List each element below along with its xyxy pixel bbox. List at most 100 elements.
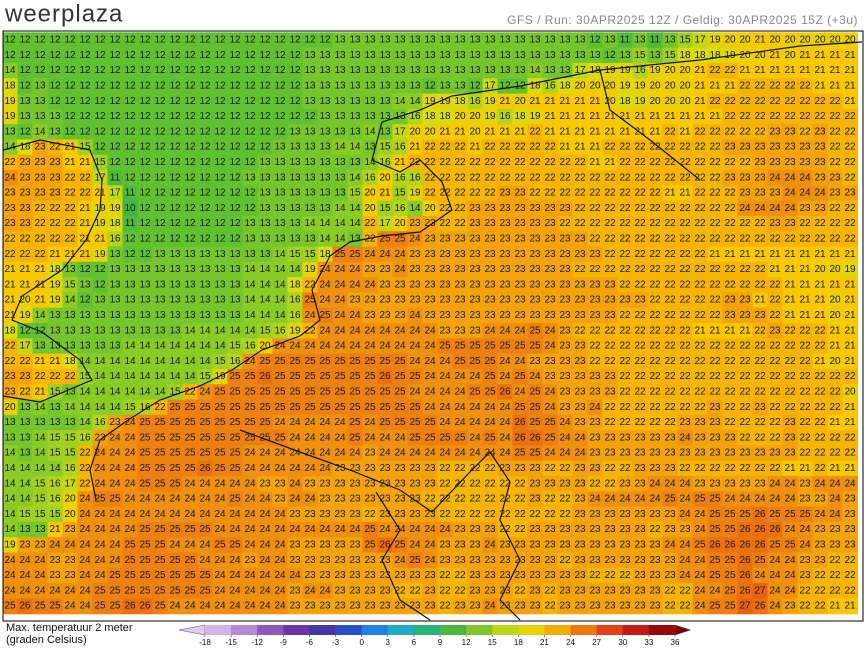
temperature-value: 23 [709,478,721,489]
temperature-value: 25 [349,402,361,413]
temperature-value: 22 [469,157,481,168]
temperature-cell [332,108,348,125]
temperature-value: 21 [604,157,616,168]
temperature-value: 21 [844,279,856,290]
temperature-value: 24 [829,478,841,489]
temperature-value: 22 [499,172,511,183]
temperature-value: 24 [694,509,706,520]
colorbar-tick-label: -18 [199,638,211,647]
temperature-value: 22 [739,81,751,92]
colorbar-bin [596,625,624,635]
temperature-value: 24 [589,402,601,413]
colorbar-bin [257,625,284,635]
temperature-cell [122,93,138,110]
temperature-value: 24 [754,203,766,214]
temperature-value: 23 [544,310,556,321]
temperature-value: 23 [769,142,781,153]
temperature-value: 15 [34,494,46,505]
temperature-value: 12 [199,142,211,153]
temperature-value: 14 [154,341,166,352]
temperature-value: 24 [454,402,466,413]
temperature-value: 12 [139,65,151,76]
temperature-value: 22 [679,279,691,290]
temperature-value: 25 [199,417,211,428]
temperature-value: 13 [139,264,151,275]
temperature-value: 26 [754,509,766,520]
temperature-value: 23 [589,524,601,535]
temperature-cell [182,108,198,125]
temperature-value: 12 [124,172,136,183]
temperature-value: 23 [799,142,811,153]
temperature-value: 12 [169,203,181,214]
temperature-cell [302,32,318,49]
temperature-value: 13 [109,341,121,352]
colorbar-bin [361,625,389,635]
temperature-value: 22 [34,203,46,214]
temperature-value: 24 [409,540,421,551]
temperature-value: 11 [110,172,121,183]
temperature-value: 23 [289,555,301,566]
temperature-value: 23 [409,463,421,474]
temperature-value: 25 [289,356,301,367]
temperature-value: 24 [394,432,406,443]
temperature-value: 24 [409,325,421,336]
temperature-value: 25 [319,387,331,398]
temperature-cell [107,108,123,125]
temperature-value: 23 [559,601,571,612]
temperature-value: 23 [604,524,616,535]
temperature-value: 12 [244,81,256,92]
temperature-value: 23 [454,249,466,260]
temperature-value: 24 [754,570,766,581]
temperature-value: 23 [514,249,526,260]
temperature-value: 22 [709,126,721,137]
temperature-value: 12 [229,234,241,245]
temperature-cell [77,124,93,140]
temperature-value: 23 [454,325,466,336]
temperature-value: 20 [829,295,841,306]
temperature-value: 12 [169,188,181,199]
temperature-value: 12 [214,81,226,92]
temperature-value: 12 [79,126,91,137]
temperature-value: 22 [559,494,571,505]
temperature-value: 23 [319,570,331,581]
temperature-value: 21 [409,142,421,153]
temperature-value: 22 [754,111,766,122]
temperature-value: 25 [184,417,196,428]
temperature-value: 14 [259,310,271,321]
temperature-cell [137,93,153,110]
temperature-value: 25 [514,448,526,459]
temperature-value: 23 [499,249,511,260]
temperature-cell [707,108,723,125]
temperature-value: 25 [709,555,721,566]
temperature-value: 12 [94,35,106,46]
temperature-cell [272,78,288,95]
temperature-value: 14 [64,295,76,306]
temperature-value: 23 [529,218,541,229]
temperature-value: 25 [154,478,166,489]
temperature-value: 23 [739,142,751,153]
temperature-value: 21 [469,142,481,153]
temperature-value: 22 [619,570,631,581]
temperature-value: 21 [574,111,586,122]
temperature-value: 24 [274,448,286,459]
temperature-value: 12 [109,142,121,153]
temperature-value: 22 [769,402,781,413]
temperature-cell [452,32,468,49]
temperature-value: 23 [529,494,541,505]
temperature-value: 24 [229,570,241,581]
temperature-value: 22 [589,341,601,352]
temperature-value: 24 [244,494,256,505]
temperature-value: 22 [454,585,466,596]
temperature-value: 13 [154,264,166,275]
temperature-cell [332,93,348,110]
temperature-cell [617,93,633,110]
temperature-value: 25 [214,432,226,443]
temperature-value: 22 [814,111,826,122]
temperature-value: 22 [844,218,856,229]
temperature-value: 23 [604,540,616,551]
temperature-value: 22 [694,126,706,137]
temperature-cell [392,62,408,79]
temperature-value: 22 [739,126,751,137]
temperature-cell [707,47,723,64]
temperature-value: 23 [19,157,31,168]
